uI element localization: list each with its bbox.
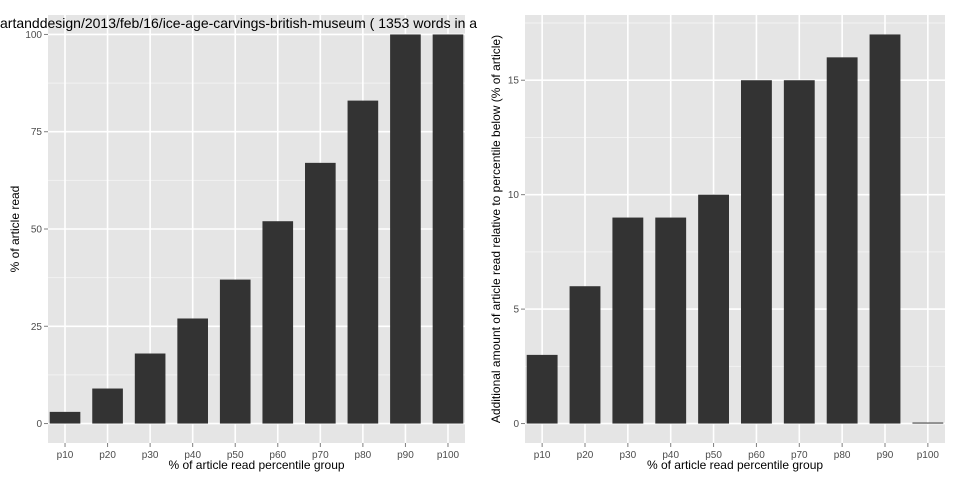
bar-p40 — [177, 318, 208, 424]
x-tick-label: p40 — [184, 450, 201, 461]
x-tick-label: p10 — [534, 450, 551, 461]
x-tick-label: p70 — [791, 450, 808, 461]
bar-p10 — [526, 354, 558, 424]
bar-p100 — [912, 422, 944, 424]
y-axis-title: % of article read — [8, 186, 22, 273]
x-tick-label: p80 — [355, 450, 372, 461]
bar-p20 — [569, 286, 601, 424]
x-tick-label: p20 — [99, 450, 116, 461]
left-chart: 0 25 50 75 100 p10 p20 p30 p40 p50 p60 p70 p80 p90 p10… — [0, 15, 477, 472]
bar-p10 — [49, 411, 81, 424]
bar-p30 — [612, 217, 644, 424]
bar-p100 — [432, 34, 464, 424]
y-tick-label: 15 — [508, 76, 520, 87]
y-tick-label: 10 — [508, 190, 520, 201]
x-tick-label: p80 — [834, 450, 851, 461]
bar-p60 — [741, 80, 772, 424]
bar-p90 — [390, 34, 421, 424]
y-tick-label: 0 — [36, 419, 42, 430]
x-tick-label: p60 — [748, 450, 765, 461]
x-tick-label: p30 — [142, 450, 159, 461]
bar-p70 — [783, 80, 815, 424]
x-tick-label: p30 — [620, 450, 637, 461]
x-axis-title: % of article read percentile group — [647, 458, 823, 472]
y-tick-label: 75 — [31, 127, 43, 138]
x-tick-label: p90 — [397, 450, 414, 461]
x-tick-label: p100 — [437, 450, 460, 461]
x-tick-label: p40 — [662, 450, 679, 461]
x-tick-label: p90 — [877, 450, 894, 461]
bar-p70 — [305, 162, 336, 424]
x-tick-label: p70 — [312, 450, 329, 461]
bar-p30 — [134, 353, 166, 424]
bar-p80 — [826, 57, 858, 424]
y-tick-label: 25 — [31, 322, 43, 333]
bar-p80 — [347, 100, 379, 424]
bar-p50 — [698, 194, 729, 424]
bar-p20 — [92, 388, 123, 424]
y-tick-label: 5 — [513, 305, 519, 316]
x-tick-label: p60 — [269, 450, 286, 461]
bar-p90 — [869, 34, 901, 424]
x-tick-label: p100 — [917, 450, 940, 461]
bar-p40 — [655, 217, 687, 424]
y-tick-label: 0 — [513, 419, 519, 430]
chart-title: artanddesign/2013/feb/16/ice-age-carving… — [0, 15, 477, 31]
x-tick-label: p50 — [705, 450, 722, 461]
bar-p60 — [262, 221, 294, 424]
x-axis-title: % of article read percentile group — [168, 458, 344, 472]
x-tick-label: p10 — [57, 450, 74, 461]
x-tick-label: p50 — [227, 450, 244, 461]
x-tick-label: p20 — [577, 450, 594, 461]
y-tick-label: 50 — [31, 225, 43, 236]
y-tick-label: 100 — [25, 30, 42, 41]
right-chart: 0 5 10 15 p10 p20 p30 p40 p50 p60 p70 p80 p90 p100 % o… — [489, 15, 945, 472]
bar-p50 — [219, 279, 251, 424]
y-axis-title: Additional amount of article read relati… — [489, 35, 503, 423]
